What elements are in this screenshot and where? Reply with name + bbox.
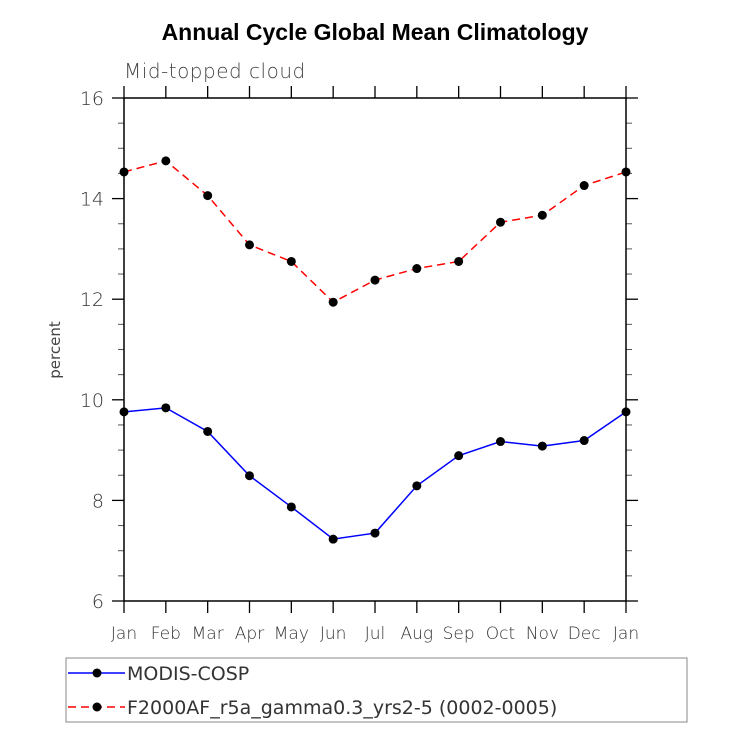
data-point [203,426,213,436]
data-point [203,191,213,201]
chart-subtitle: Mid-topped cloud [124,59,306,83]
data-point [412,264,422,274]
x-tick-label: May [274,624,309,644]
data-point [454,451,464,461]
data-point [496,437,505,447]
y-tick-label: 6 [92,591,104,613]
legend-marker-0 [92,668,102,678]
data-point [328,297,338,307]
legend: MODIS-COSP F2000AF_r5a_gamma0.3_yrs2-5 (0… [65,657,688,723]
series-1 [119,156,631,307]
x-tick-label: Nov [526,624,559,644]
data-point [579,436,589,446]
data-point [161,403,171,413]
x-tick-label: Jan [111,624,137,644]
y-tick-label: 14 [80,189,104,211]
y-tick-labels: 6 8 10 12 14 16 [80,88,104,613]
chart-title: Annual Cycle Global Mean Climatology [162,19,589,45]
x-tick-labels: Jan Feb Mar Apr May Jun Jul Aug Sep Oct Nov Dec Jan [111,624,639,644]
data-point [370,528,380,538]
x-tick-label: Apr [235,624,264,644]
legend-label-1: F2000AF_r5a_gamma0.3_yrs2-5 (0002-0005) [127,697,557,719]
data-point [245,471,254,481]
series-group [119,156,631,544]
x-tick-label: Jul [365,624,386,644]
data-point [579,181,589,191]
y-tick-label: 12 [80,289,104,311]
data-point [412,481,422,491]
data-point [496,217,505,227]
y-axis-label: percent [46,321,64,379]
x-tick-label: Jan [613,624,639,644]
data-point [119,167,129,177]
x-tick-label: Mar [192,624,224,644]
y-tick-label: 16 [80,88,104,110]
x-tick-label: Aug [401,624,434,644]
x-tick-label: Sep [443,624,475,644]
data-point [370,275,380,285]
x-tick-label: Feb [151,624,181,644]
data-point [454,256,464,266]
series-line [123,407,627,540]
data-point [119,407,129,417]
data-point [328,534,338,544]
data-point [286,502,296,512]
y-tick-label: 8 [92,490,104,512]
series-0 [119,403,631,544]
data-point [245,240,254,250]
x-tick-label: Oct [486,624,515,644]
y-tick-label: 10 [80,390,104,412]
data-point [621,167,631,177]
plot-frame [123,97,627,602]
legend-box [65,657,688,723]
data-point [161,156,171,166]
x-tick-label: Jun [320,624,347,644]
data-point [537,441,547,451]
data-point [286,256,296,266]
legend-marker-1 [92,702,102,712]
legend-label-0: MODIS-COSP [127,663,249,685]
x-tick-label: Dec [568,624,601,644]
data-point [537,210,547,220]
data-point [621,407,631,417]
